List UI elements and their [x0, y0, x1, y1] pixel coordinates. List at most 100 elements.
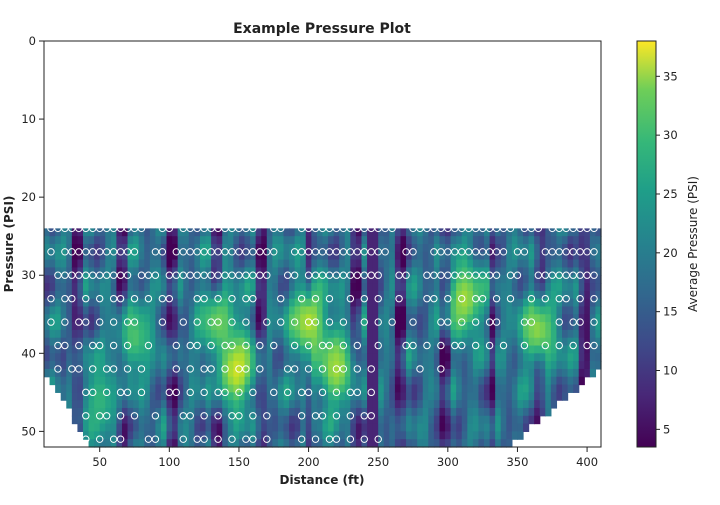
- heat-cell: [266, 423, 273, 432]
- sample-point: [270, 248, 278, 256]
- heat-cell: [277, 431, 285, 440]
- heat-cell: [205, 275, 212, 284]
- sample-point: [437, 341, 445, 350]
- heat-cell: [183, 306, 190, 315]
- heat-cell: [589, 345, 597, 354]
- heat-cell: [433, 400, 441, 409]
- heat-cell: [322, 283, 329, 292]
- heat-cell: [127, 392, 134, 401]
- sample-point: [430, 271, 438, 279]
- heat-cell: [322, 298, 329, 308]
- heat-cell: [511, 431, 519, 440]
- heat-cell: [500, 228, 507, 237]
- heat-cell: [77, 345, 84, 354]
- heat-cell: [511, 345, 519, 354]
- heat-cell: [500, 392, 507, 401]
- sample-point: [96, 294, 104, 303]
- heat-cell: [417, 275, 424, 284]
- sample-point: [360, 248, 368, 256]
- heat-cell: [417, 290, 424, 300]
- sample-point: [304, 271, 313, 279]
- heat-cell: [383, 376, 390, 386]
- heat-cell: [311, 407, 318, 417]
- heat-cell: [199, 337, 207, 347]
- heat-cell: [562, 290, 569, 300]
- heat-cell: [344, 290, 351, 300]
- heat-cell: [378, 384, 385, 393]
- heat-cell: [406, 259, 413, 269]
- heat-cell: [99, 345, 106, 354]
- heat-cell: [439, 267, 446, 276]
- heat-cell: [489, 392, 496, 401]
- sample-point: [54, 224, 62, 233]
- heat-cell: [266, 251, 273, 261]
- heat-cell: [99, 306, 106, 315]
- heat-cell: [389, 384, 396, 393]
- heat-cell: [272, 407, 279, 417]
- heat-cell: [506, 267, 513, 276]
- heat-cell: [578, 361, 585, 370]
- heat-cell: [177, 345, 184, 354]
- sample-point: [590, 318, 598, 326]
- heat-cell: [400, 361, 407, 370]
- heat-cell: [461, 322, 468, 331]
- heat-cell: [344, 322, 351, 331]
- heat-cell: [266, 298, 273, 308]
- heat-cell: [216, 415, 223, 425]
- heat-cell: [428, 306, 435, 315]
- heat-cell: [233, 329, 240, 339]
- heat-cell: [523, 283, 530, 292]
- sample-point: [555, 318, 563, 326]
- heat-cell: [400, 306, 407, 315]
- heat-cell: [166, 251, 173, 261]
- sample-point: [367, 224, 375, 233]
- heat-cell: [60, 298, 67, 308]
- heat-cell: [199, 423, 207, 432]
- heat-cell: [489, 345, 496, 354]
- heat-cell: [344, 392, 351, 401]
- heat-cell: [300, 431, 307, 440]
- heat-cell: [222, 298, 229, 308]
- heat-cell: [266, 353, 273, 362]
- heat-cell: [255, 368, 262, 378]
- heat-cell: [400, 345, 407, 354]
- heat-cell: [506, 290, 513, 300]
- heat-cell: [149, 431, 156, 440]
- heat-cell: [339, 236, 346, 245]
- heat-cell: [266, 259, 273, 269]
- heat-cell: [110, 298, 118, 308]
- heat-cell: [417, 345, 424, 354]
- sample-point: [193, 294, 201, 303]
- sample-point: [353, 365, 362, 373]
- heat-cell: [550, 244, 558, 253]
- x-tick-label: 50: [92, 455, 107, 469]
- heat-cell: [199, 290, 207, 300]
- heat-cell: [266, 431, 273, 440]
- heat-cell: [149, 228, 156, 237]
- heat-cell: [389, 244, 396, 253]
- heat-cell: [567, 236, 574, 245]
- heat-cell: [495, 236, 502, 245]
- heat-cell: [372, 290, 379, 300]
- heat-cell: [550, 322, 558, 331]
- heat-cell: [99, 236, 106, 245]
- heat-cell: [328, 353, 335, 362]
- heat-cell: [294, 290, 301, 300]
- heat-cell: [450, 345, 457, 354]
- heat-cell: [238, 400, 246, 409]
- heat-cell: [244, 376, 251, 386]
- heat-cell: [177, 283, 184, 292]
- heat-cell: [367, 361, 374, 370]
- heat-cell: [289, 337, 296, 347]
- heat-cell: [188, 415, 195, 425]
- heat-cell: [484, 259, 491, 269]
- heat-cell: [188, 283, 195, 292]
- heat-cell: [389, 337, 396, 347]
- sample-point: [61, 341, 69, 350]
- heat-cell: [227, 423, 234, 432]
- heat-cell: [445, 423, 452, 432]
- heat-cell: [450, 415, 457, 425]
- sample-point: [186, 388, 194, 397]
- sample-point: [68, 224, 76, 233]
- heat-cell: [573, 353, 580, 362]
